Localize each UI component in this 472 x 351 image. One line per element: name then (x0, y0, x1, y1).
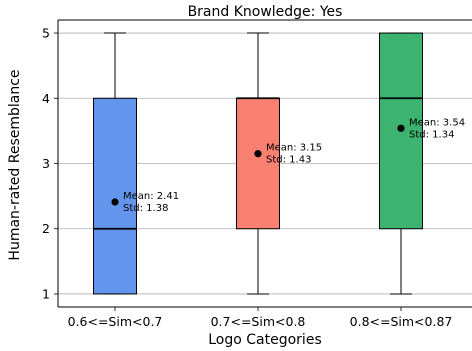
y-axis-label: Human-rated Resemblance (7, 69, 23, 260)
std-label: Std: 1.43 (266, 155, 311, 166)
chart-title: Brand Knowledge: Yes (188, 4, 343, 20)
mean-point (397, 124, 405, 132)
y-tick-label: 5 (42, 26, 50, 41)
mean-point (254, 150, 262, 158)
y-tick-label: 4 (42, 91, 50, 106)
mean-point (111, 198, 119, 206)
x-tick-label: 0.6<=Sim<0.7 (68, 314, 163, 329)
box (236, 97, 280, 230)
x-tick-label: 0.7<=Sim<0.8 (211, 314, 306, 329)
y-tick-label: 2 (42, 221, 50, 236)
box (93, 97, 137, 295)
mean-label: Mean: 2.41 (123, 191, 179, 202)
std-label: Std: 1.34 (409, 129, 454, 140)
mean-label: Mean: 3.54 (409, 117, 465, 128)
y-tick-label: 1 (42, 286, 50, 301)
x-axis-label: Logo Categories (208, 332, 321, 348)
y-tick-label: 3 (42, 156, 50, 171)
x-tick-label: 0.8<=Sim<0.87 (350, 314, 453, 329)
std-label: Std: 1.38 (123, 203, 168, 214)
mean-label: Mean: 3.15 (266, 143, 322, 154)
